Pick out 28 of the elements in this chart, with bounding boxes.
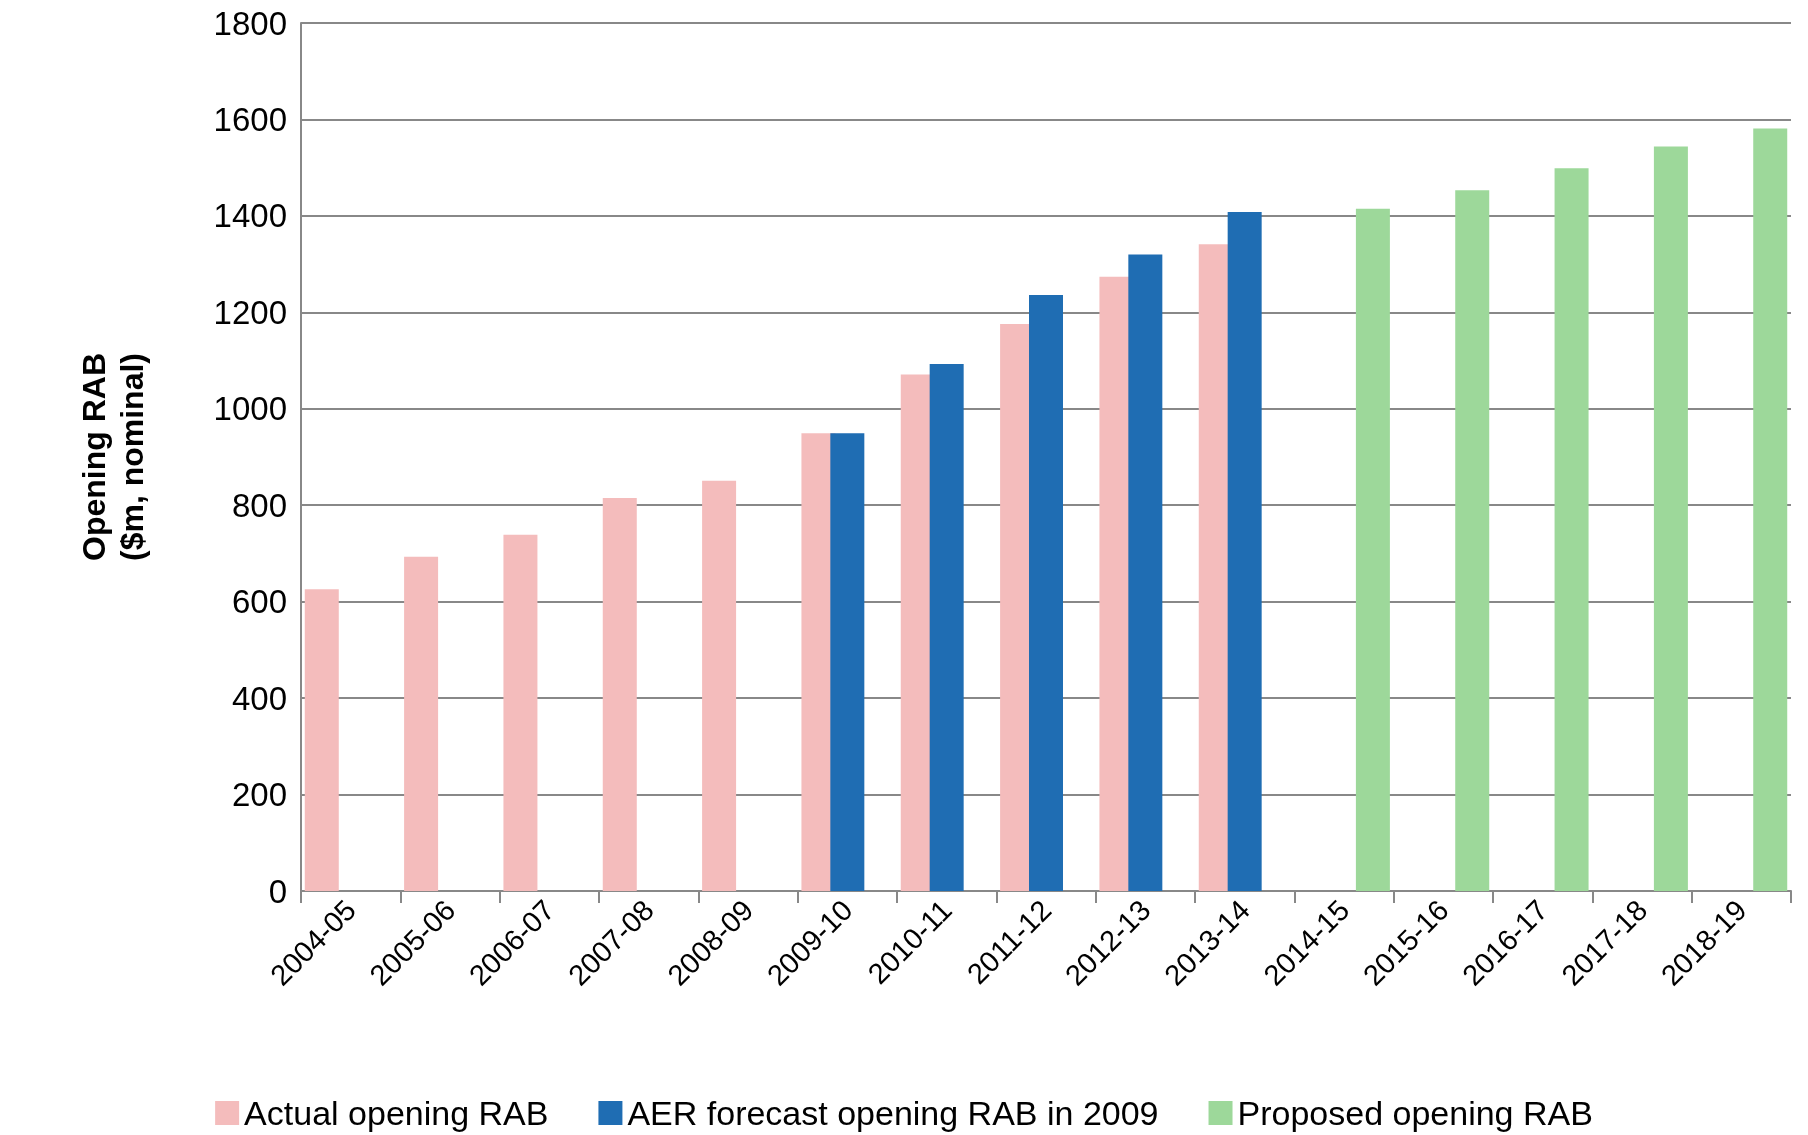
- bar: [1029, 294, 1063, 891]
- y-tick-label: 1400: [213, 197, 287, 235]
- bar: [1753, 128, 1788, 891]
- bar: [1554, 168, 1589, 891]
- bar: [404, 556, 439, 891]
- legend-label: AER forecast opening RAB in 2009: [627, 1094, 1159, 1132]
- bar: [1227, 212, 1262, 891]
- y-tick-label: 400: [231, 679, 287, 717]
- bar: [1355, 208, 1390, 891]
- bar: [1653, 146, 1688, 891]
- y-axis-title: Opening RAB ($m, nominal): [76, 352, 150, 562]
- bar: [830, 433, 865, 891]
- bar: [1128, 254, 1163, 891]
- bar: [1455, 190, 1490, 891]
- bar: [602, 497, 637, 891]
- bar: [304, 589, 339, 891]
- legend-label: Proposed opening RAB: [1237, 1094, 1593, 1132]
- y-tick-label: 200: [231, 776, 287, 814]
- bar: [503, 534, 538, 891]
- y-tick-label: 1000: [213, 390, 287, 428]
- y-tick-label: 1600: [213, 100, 287, 138]
- y-tick-label: 600: [231, 583, 287, 621]
- legend-label: Actual opening RAB: [244, 1094, 549, 1132]
- y-tick-label: 1800: [213, 4, 287, 42]
- bar: [702, 480, 737, 891]
- bar: [929, 363, 964, 891]
- y-tick-label: 1200: [213, 293, 287, 331]
- y-tick-label: 800: [231, 486, 287, 524]
